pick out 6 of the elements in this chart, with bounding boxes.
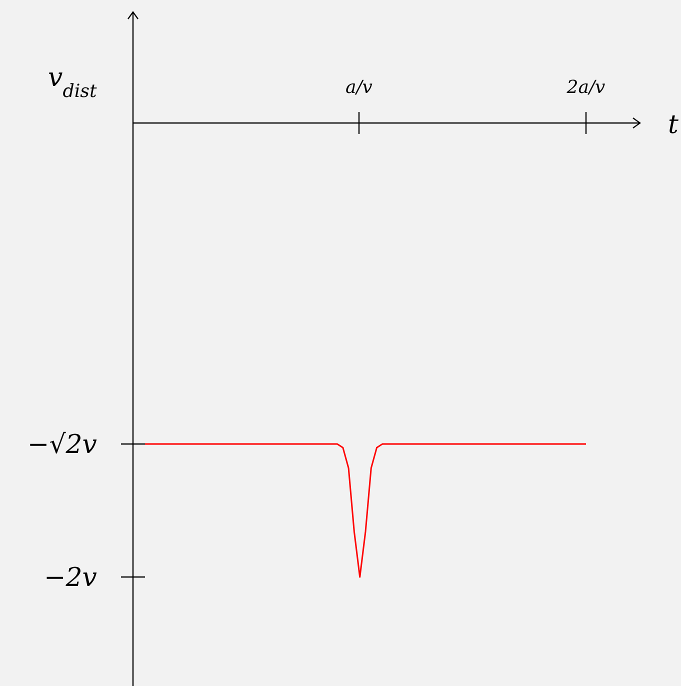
- x-axis-title: t: [668, 110, 679, 140]
- text: −2v: [44, 563, 98, 593]
- y-axis-title: v$_{dist}$: [48, 63, 98, 102]
- text: a/v: [346, 77, 372, 98]
- text: 2a/v: [566, 77, 606, 98]
- text: −√2v: [27, 430, 98, 460]
